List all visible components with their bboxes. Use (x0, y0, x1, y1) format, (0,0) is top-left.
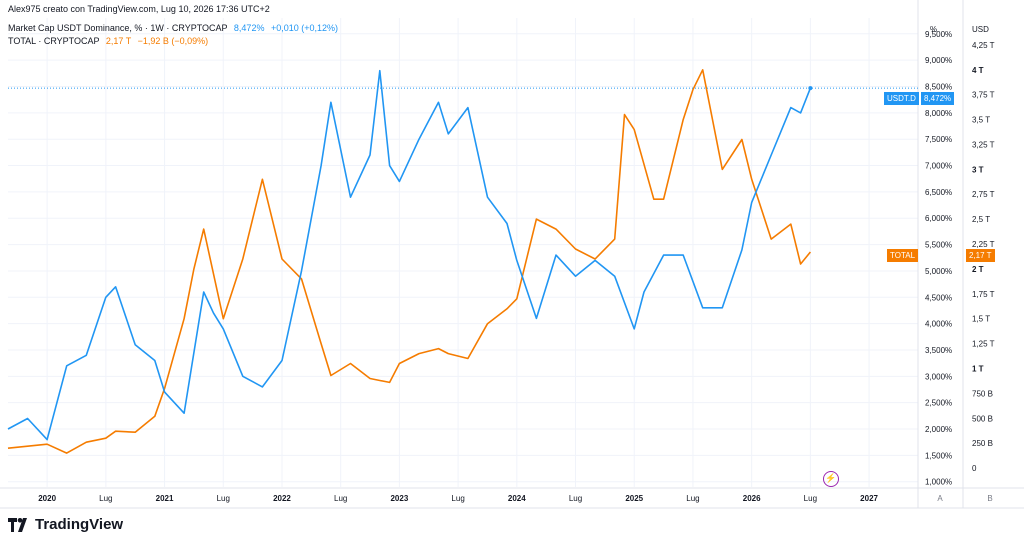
tradingview-logo-icon (8, 517, 27, 532)
x-axis-tick-label: Lug (451, 494, 464, 503)
total-tag-label: TOTAL (887, 249, 919, 262)
left-axis-tick-label: 1,500% (925, 451, 952, 460)
right-axis-tick-label: 2,5 T (972, 215, 990, 224)
x-axis-tick-label: Lug (804, 494, 817, 503)
x-axis-tick-label: 2023 (390, 494, 408, 503)
right-axis-tick-label: 2 T (972, 265, 984, 274)
right-axis-tick-label: 3,5 T (972, 116, 990, 125)
left-axis-tick-label: 3,500% (925, 346, 952, 355)
total-legend[interactable]: TOTAL · CRYPTOCAP 2,17 T −1,92 B (−0,09%… (8, 36, 208, 46)
left-axis-tick-label: 6,500% (925, 188, 952, 197)
x-axis-tick-label: 2021 (156, 494, 174, 503)
left-axis-tick-label: 3,000% (925, 372, 952, 381)
left-axis-tick-label: 9,000% (925, 56, 952, 65)
total-legend-name: TOTAL · CRYPTOCAP (8, 36, 100, 46)
x-axis-tick-label: Lug (217, 494, 230, 503)
usdt-tag-value: 8,472% (921, 92, 955, 105)
left-scale-button[interactable]: A (937, 494, 943, 503)
tradingview-logo-text: TradingView (35, 516, 124, 533)
total-legend-value: 2,17 T (105, 36, 132, 46)
right-axis-tick-label: 1,5 T (972, 315, 990, 324)
usdt-legend-value: 8,472% (233, 23, 265, 33)
tradingview-brand[interactable]: TradingView (8, 516, 123, 533)
usdt-dominance-series-line (7, 69, 812, 441)
left-axis-tick-label: 5,500% (925, 241, 952, 250)
right-axis-tick-label: 4 T (972, 66, 984, 75)
left-axis-tick-label: 1,000% (925, 478, 952, 487)
left-axis-tick-label: 5,000% (925, 267, 952, 276)
right-scale-button[interactable]: B (987, 494, 992, 503)
right-axis-tick-label: 1,25 T (972, 340, 995, 349)
x-axis-tick-label: Lug (334, 494, 347, 503)
right-axis-tick-label: 2,75 T (972, 190, 995, 199)
left-axis-tick-label: 4,500% (925, 293, 952, 302)
right-axis-tick-label: 3 T (972, 165, 984, 174)
usdt-legend-change: +0,010 (+0,12%) (270, 23, 339, 33)
usdt-tag-label: USDT.D (884, 92, 919, 105)
x-axis-tick-label: 2022 (273, 494, 291, 503)
right-axis-tick-label: 3,25 T (972, 140, 995, 149)
total-legend-change: −1,92 B (−0,09%) (137, 36, 209, 46)
left-axis-tick-label: 2,000% (925, 425, 952, 434)
left-axis-tick-label: 9,500% (925, 30, 952, 39)
right-axis-tick-label: 750 B (972, 389, 993, 398)
left-axis-tick-label: 8,500% (925, 83, 952, 92)
left-axis-tick-label: 8,000% (925, 109, 952, 118)
right-axis-tick-label: 1,75 T (972, 290, 995, 299)
x-axis-tick-label: Lug (569, 494, 582, 503)
right-axis-tick-label: 1 T (972, 365, 984, 374)
left-axis-tick-label: 4,000% (925, 320, 952, 329)
x-axis-tick-label: 2026 (743, 494, 761, 503)
bolt-icon[interactable]: ⚡ (823, 471, 839, 487)
x-axis-tick-label: Lug (686, 494, 699, 503)
total-tag-value: 2,17 T (966, 249, 995, 262)
right-axis-tick-label: 2,25 T (972, 240, 995, 249)
usdt-legend-name: Market Cap USDT Dominance, % · 1W · CRYP… (8, 23, 228, 33)
right-axis-tick-label: 3,75 T (972, 91, 995, 100)
right-axis-tick-label: 0 (972, 464, 977, 473)
right-axis-tick-label: 4,25 T (972, 41, 995, 50)
x-axis-tick-label: 2020 (38, 494, 56, 503)
usdt-last-point (808, 86, 813, 91)
left-unit-label: % (930, 25, 937, 34)
right-axis-tick-label: 250 B (972, 439, 993, 448)
total-series-line (7, 69, 812, 454)
x-axis-tick-label: Lug (99, 494, 112, 503)
x-axis-tick-label: 2025 (625, 494, 643, 503)
right-unit-label: USD (972, 25, 989, 34)
credit-header: Alex975 creato con TradingView.com, Lug … (8, 4, 270, 14)
left-axis-tick-label: 6,000% (925, 214, 952, 223)
left-axis-tick-label: 2,500% (925, 399, 952, 408)
x-axis-tick-label: 2024 (508, 494, 526, 503)
right-axis-tick-label: 500 B (972, 414, 993, 423)
usdt-legend[interactable]: Market Cap USDT Dominance, % · 1W · CRYP… (8, 23, 338, 33)
left-axis-tick-label: 7,000% (925, 162, 952, 171)
x-axis-tick-label: 2027 (860, 494, 878, 503)
left-axis-tick-label: 7,500% (925, 135, 952, 144)
